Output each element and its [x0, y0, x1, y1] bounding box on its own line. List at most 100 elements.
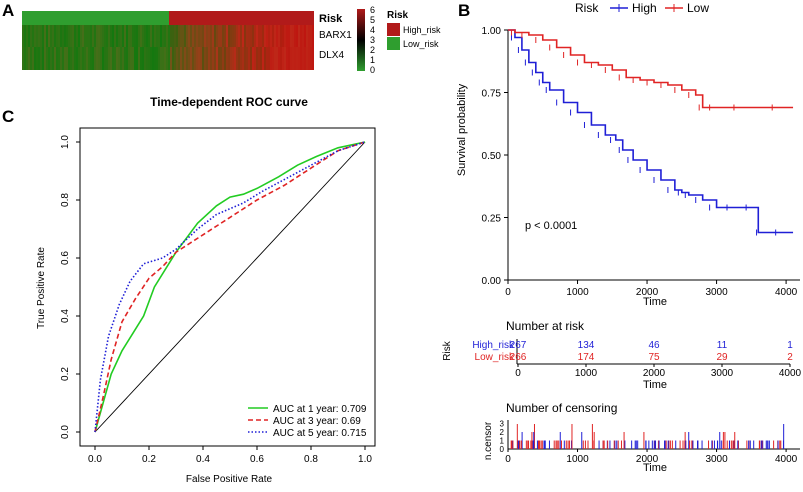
heatmap-cell [158, 47, 160, 70]
heatmap-cell [242, 25, 244, 47]
km-xtick-label: 2000 [636, 287, 659, 298]
heatmap-cell [116, 47, 118, 70]
heatmap-cell [70, 47, 72, 70]
heatmap-cell [192, 47, 194, 70]
heatmap-cell [138, 25, 140, 47]
heatmap-cell [60, 25, 62, 47]
km-legend-high: High [632, 1, 657, 15]
heatmap-cell [170, 47, 172, 70]
legend-label-high-risk: High_risk [403, 25, 441, 35]
heatmap-cell [68, 47, 70, 70]
heatmap-cell [136, 25, 138, 47]
heatmap-cell [102, 47, 104, 70]
heatmap-cell [192, 25, 194, 47]
heatmap-cell [160, 47, 162, 70]
heatmap-cell [188, 25, 190, 47]
heatmap-cell [42, 25, 44, 47]
heatmap-cell [256, 47, 258, 70]
heatmap-cell [66, 47, 68, 70]
heatmap-cell [136, 47, 138, 70]
heatmap-cell [198, 47, 200, 70]
heatmap-cell [68, 25, 70, 47]
roc-axes: 0.0 0.2 0.4 0.6 0.8 1.0 0.0 0.2 0.4 0.6 0.8 1.0 [60, 127, 376, 465]
heatmap-cell [78, 25, 80, 47]
km-curves [508, 29, 794, 236]
roc-ytick-label: 1.0 [60, 135, 71, 149]
heatmap-cell [34, 47, 36, 70]
heatmap-cell [224, 47, 226, 70]
legend-swatch-low-risk [387, 37, 400, 50]
heatmap-cell [238, 25, 240, 47]
heatmap-cell [120, 47, 122, 70]
risk-count: 267 [510, 340, 527, 351]
heatmap-cell [246, 47, 248, 70]
heatmap-cell [168, 25, 170, 47]
heatmap-cell [56, 47, 58, 70]
roc-plot-box [79, 127, 376, 447]
heatmap-cell [284, 25, 286, 47]
heatmap-cell [268, 25, 270, 47]
heatmap-cell [32, 25, 34, 47]
km-ytick-label: 1.00 [482, 26, 502, 37]
heatmap-cell [148, 25, 150, 47]
roc-legend-1y: AUC at 1 year: 0.709 [273, 404, 367, 415]
heatmap-cell [118, 25, 120, 47]
roc-curves [94, 141, 366, 433]
risk-count: 46 [648, 340, 660, 351]
roc-ytick-label: 0.2 [60, 367, 71, 381]
heatmap-cell [292, 25, 294, 47]
heatmap-legend-title: Risk [387, 10, 409, 21]
heatmap-cell [214, 25, 216, 47]
heatmap-cell [128, 25, 130, 47]
heatmap-cell [34, 25, 36, 47]
heatmap-cell [222, 25, 224, 47]
km-ytick-label: 0.00 [482, 276, 502, 287]
risk-count: 11 [717, 340, 728, 351]
heatmap-cell [282, 25, 284, 47]
heatmap-cell [26, 25, 28, 47]
km-xtick-label: 1000 [566, 287, 589, 298]
heatmap-cell [280, 47, 282, 70]
km-ytick-label: 0.50 [482, 151, 502, 162]
heatmap-cell [276, 25, 278, 47]
heatmap-cell [92, 25, 94, 47]
km-axes: 0.00 0.25 0.50 0.75 1.00 0 1000 2000 3000 4000 [482, 26, 800, 298]
heatmap-cell [150, 25, 152, 47]
censor-xtick-label: 1000 [566, 454, 589, 465]
heatmap-cell [210, 25, 212, 47]
heatmap-cell [186, 25, 188, 47]
heatmap-cell [272, 25, 274, 47]
heatmap-cell [114, 47, 116, 70]
heatmap-cell [64, 25, 66, 47]
heatmap-cell [174, 25, 176, 47]
heatmap-cell [200, 25, 202, 47]
heatmap-cell [190, 47, 192, 70]
roc-xtick-label: 0.2 [142, 454, 156, 465]
heatmap-cell [24, 47, 26, 70]
heatmap-cell [114, 25, 116, 47]
heatmap-cell [92, 47, 94, 70]
heatmap-cell [232, 25, 234, 47]
risk-xtick-label: 4000 [779, 368, 802, 379]
censor-ytick-label: 3 [500, 420, 505, 429]
heatmap-cell [238, 47, 240, 70]
heatmap-cell [74, 25, 76, 47]
heatmap-cell [82, 47, 84, 70]
risk-row-low-label: Low_risk [475, 352, 515, 363]
heatmap-cell [24, 25, 26, 47]
heatmap-cell [216, 47, 218, 70]
heatmap-cell [280, 25, 282, 47]
heatmap-cell [298, 25, 300, 47]
heatmap-cell [154, 25, 156, 47]
heatmap-cell [262, 47, 264, 70]
heatmap-cell [264, 25, 266, 47]
heatmap-cell [126, 47, 128, 70]
risk-xtick-label: 3000 [711, 368, 734, 379]
heatmap-cell [210, 47, 212, 70]
heatmap-cell [54, 25, 56, 47]
heatmap-cell [166, 47, 168, 70]
km-ytick-label: 0.25 [482, 214, 502, 225]
